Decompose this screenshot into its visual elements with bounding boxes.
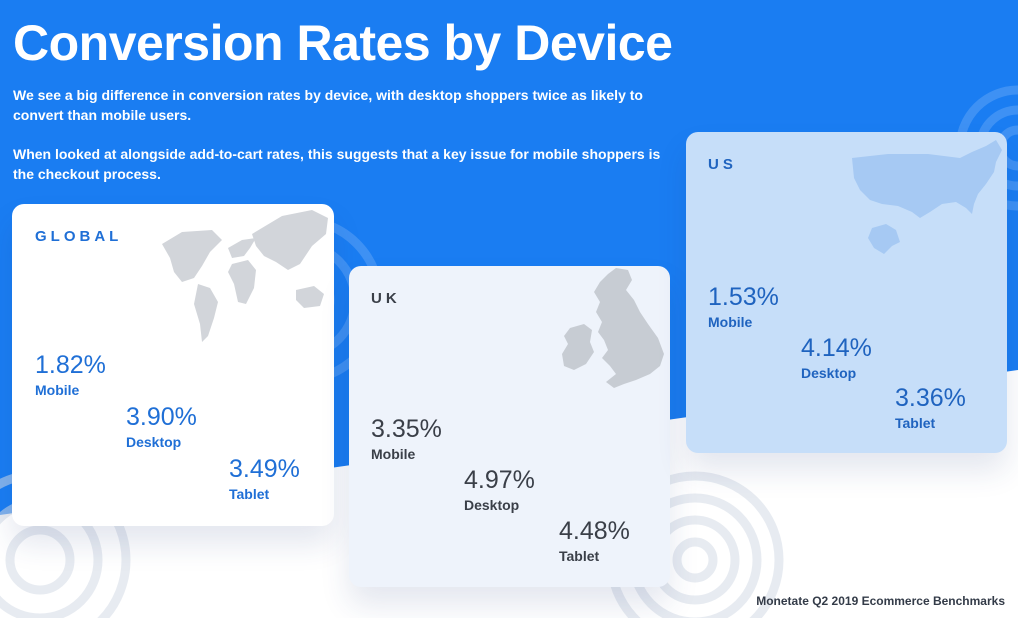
stat-value: 3.49% (229, 455, 300, 483)
stat-value: 3.35% (371, 415, 442, 443)
stat-uk-mobile: 3.35% Mobile (371, 414, 442, 462)
stat-us-desktop: 4.14% Desktop (801, 333, 872, 381)
stat-device: Tablet (559, 548, 600, 564)
stat-uk-tablet: 4.48% Tablet (559, 516, 630, 564)
stat-value: 1.53% (708, 283, 779, 311)
stat-us-mobile: 1.53% Mobile (708, 282, 779, 330)
region-label: GLOBAL (35, 228, 123, 245)
stat-global-tablet: 3.49% Tablet (229, 454, 300, 502)
stat-device: Mobile (371, 446, 416, 462)
page-title: Conversion Rates by Device (13, 15, 673, 71)
region-card-us: US 1.53% Mobile 4.14% Desktop 3.36% Tabl… (686, 132, 1007, 453)
uk-map-icon (562, 268, 664, 388)
world-map-icon (162, 210, 328, 342)
us-map-icon (852, 140, 1002, 254)
region-label: UK (371, 290, 401, 307)
stat-device: Desktop (464, 497, 520, 513)
stat-value: 1.82% (35, 351, 106, 379)
stat-value: 3.36% (895, 384, 966, 412)
stat-value: 4.48% (559, 517, 630, 545)
stat-device: Mobile (35, 382, 80, 398)
stat-device: Tablet (895, 415, 936, 431)
stat-us-tablet: 3.36% Tablet (895, 383, 966, 431)
region-card-global: GLOBAL 1.82% Mobile 3.90% Desktop 3.49% … (12, 204, 334, 526)
source-credit: Monetate Q2 2019 Ecommerce Benchmarks (756, 594, 1005, 608)
stat-uk-desktop: 4.97% Desktop (464, 465, 535, 513)
intro-paragraph-2: When looked at alongside add-to-cart rat… (13, 146, 661, 182)
intro-paragraph-1: We see a big difference in conversion ra… (13, 87, 643, 123)
stat-value: 4.97% (464, 466, 535, 494)
stat-value: 3.90% (126, 403, 197, 431)
region-card-uk: UK 3.35% Mobile 4.97% Desktop 4.48% Tabl… (349, 266, 670, 587)
stat-global-desktop: 3.90% Desktop (126, 402, 197, 450)
stat-value: 4.14% (801, 334, 872, 362)
stat-device: Mobile (708, 314, 753, 330)
region-label: US (708, 156, 737, 173)
stat-device: Desktop (126, 434, 182, 450)
stat-global-mobile: 1.82% Mobile (35, 350, 106, 398)
stat-device: Desktop (801, 365, 857, 381)
stat-device: Tablet (229, 486, 270, 502)
